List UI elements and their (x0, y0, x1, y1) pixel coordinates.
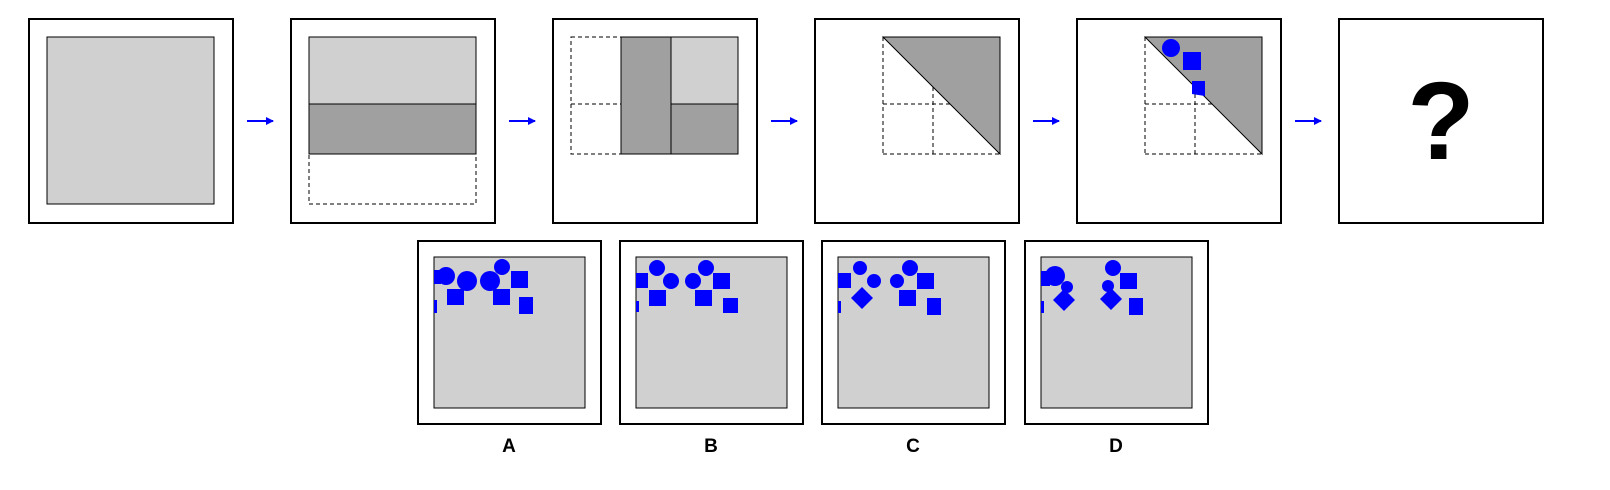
folded-flap-icon (308, 103, 477, 155)
punch-circle-icon (457, 271, 477, 291)
punch-circle-icon (663, 273, 679, 289)
punch-circle-icon (437, 267, 455, 285)
option-d[interactable]: D (1024, 240, 1209, 457)
punch-square-icon (636, 301, 639, 312)
hole-pattern (1041, 260, 1143, 315)
punch-circle-icon (902, 260, 918, 276)
panel-frame (1338, 18, 1544, 224)
punch-circle-icon (480, 271, 500, 291)
punch-square-icon (447, 289, 464, 305)
punch-square-icon (1129, 298, 1143, 315)
punch-circle-icon (1045, 266, 1065, 286)
punch-square-icon (723, 298, 738, 313)
punch-square-icon (649, 290, 666, 306)
paper-top-layer (670, 36, 739, 105)
hole-pattern (838, 260, 941, 315)
punch-square-icon (838, 301, 841, 313)
punch-diamond-icon (1053, 289, 1075, 311)
question-panel: ? (1338, 18, 1544, 224)
option-label: A (502, 436, 516, 457)
punch-circle-icon (890, 274, 904, 288)
step-4-panel (814, 18, 1020, 224)
punch-square-icon (511, 271, 528, 288)
punch-square-icon (917, 273, 934, 289)
step-2-panel (290, 18, 496, 224)
unfolded-paper (433, 256, 586, 409)
punch-circle-icon (1162, 39, 1180, 57)
paper-folded-layer (670, 103, 739, 155)
punch-circle-icon (685, 273, 701, 289)
punch-square-icon (519, 297, 533, 314)
step-5-panel (1076, 18, 1282, 224)
punch-square-icon (1192, 81, 1205, 96)
option-label: D (1109, 436, 1123, 457)
square-paper-icon (46, 36, 215, 205)
option-b[interactable]: B (619, 240, 804, 457)
punch-circle-icon (649, 260, 665, 276)
question-mark: ? (1407, 60, 1474, 183)
punch-square-icon (493, 289, 510, 305)
option-a[interactable]: A (417, 240, 602, 457)
option-label: B (704, 436, 718, 457)
punch-square-icon (1183, 52, 1201, 70)
punch-circle-icon (494, 259, 510, 275)
punch-square-icon (713, 273, 730, 289)
paper-top-layer (308, 36, 477, 105)
unfolded-paper (635, 256, 788, 409)
punch-diamond-icon (1100, 288, 1122, 310)
punch-circle-icon (867, 274, 881, 288)
punch-square-icon (695, 290, 712, 306)
option-label: C (906, 436, 920, 457)
punch-circle-icon (853, 261, 867, 275)
punch-square-icon (1041, 301, 1044, 313)
option-c[interactable]: C (821, 240, 1006, 457)
punch-circle-icon (698, 260, 714, 276)
punch-square-icon (838, 273, 851, 288)
punch-square-icon (636, 273, 648, 288)
diagonal-fold-icon (881, 36, 1001, 156)
step-3-panel (552, 18, 758, 224)
punch-diamond-icon (851, 287, 873, 309)
hole-pattern (434, 259, 533, 314)
punch-square-icon (1120, 273, 1137, 289)
punch-square-icon (927, 298, 941, 315)
punch-square-icon (434, 300, 437, 313)
punch-square-icon (899, 290, 916, 306)
punch-circle-icon (1105, 260, 1121, 276)
folded-flap-icon (620, 36, 672, 155)
unfolded-paper (837, 256, 990, 409)
step-1-panel (28, 18, 234, 224)
hole-pattern (636, 260, 738, 313)
